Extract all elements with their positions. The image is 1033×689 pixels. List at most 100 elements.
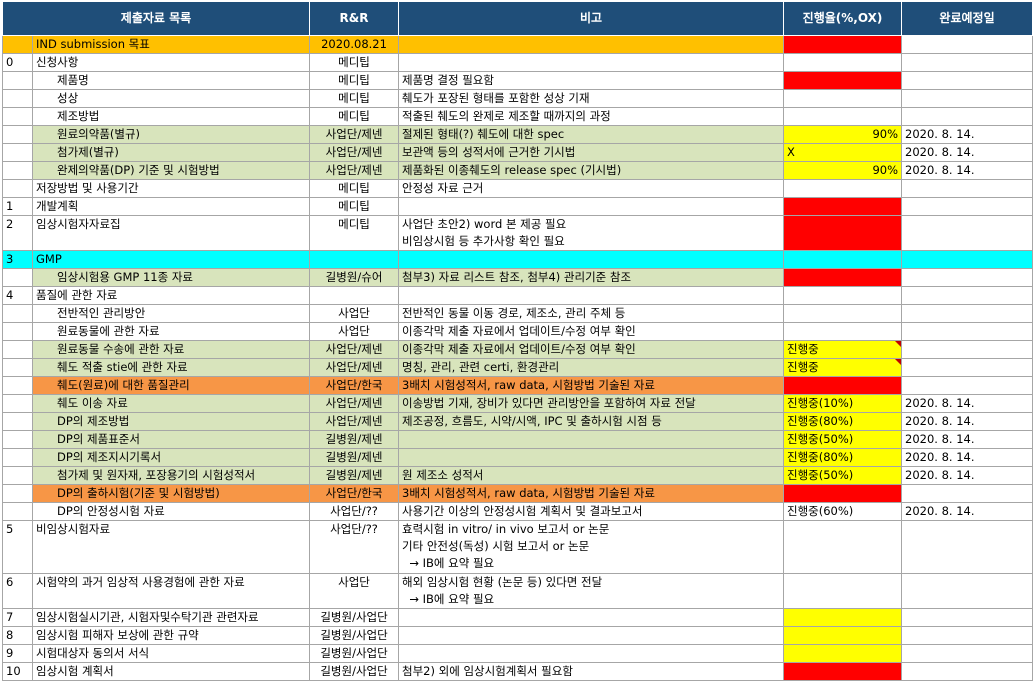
due-date-cell[interactable]: [901, 520, 1033, 574]
item-cell[interactable]: 첨가제 및 원자재, 포장용기의 시험성적서: [31, 466, 311, 485]
rr-cell[interactable]: [309, 286, 400, 305]
header-cell-list[interactable]: 제출자료 목록: [1, 1, 311, 36]
rr-cell[interactable]: 메디팁: [309, 107, 400, 126]
header-cell-note[interactable]: 비고: [398, 1, 785, 36]
rr-cell[interactable]: 2020.08.21: [309, 35, 400, 54]
rr-cell[interactable]: 사업단/??: [309, 502, 400, 521]
row-number-cell[interactable]: [2, 35, 33, 54]
row-number-cell[interactable]: [2, 394, 33, 413]
row-number-cell[interactable]: 2: [2, 215, 33, 251]
note-cell[interactable]: [398, 608, 785, 627]
item-cell[interactable]: 췌도(원료)에 대한 품질관리: [31, 376, 311, 395]
row-number-cell[interactable]: [2, 89, 33, 108]
progress-cell[interactable]: [783, 644, 903, 663]
item-cell[interactable]: 제조방법: [31, 107, 311, 126]
rr-cell[interactable]: 사업단/제넨: [309, 394, 400, 413]
rr-cell[interactable]: 사업단/제넨: [309, 161, 400, 180]
progress-cell[interactable]: [783, 179, 903, 198]
rr-cell[interactable]: 사업단: [309, 322, 400, 341]
progress-cell[interactable]: 진행중(50%): [783, 430, 903, 449]
header-cell-due[interactable]: 완료예정일: [901, 1, 1033, 36]
row-number-cell[interactable]: 1: [2, 197, 33, 216]
rr-cell[interactable]: 메디팁: [309, 179, 400, 198]
due-date-cell[interactable]: [901, 89, 1033, 108]
due-date-cell[interactable]: 2020. 8. 14.: [901, 430, 1033, 449]
item-cell[interactable]: 개발계획: [31, 197, 311, 216]
due-date-cell[interactable]: [901, 250, 1033, 269]
progress-cell[interactable]: 진행중(50%): [783, 466, 903, 485]
progress-cell[interactable]: 90%: [783, 125, 903, 144]
progress-cell[interactable]: X: [783, 143, 903, 162]
rr-cell[interactable]: 메디팁: [309, 215, 400, 251]
due-date-cell[interactable]: [901, 644, 1033, 663]
progress-cell[interactable]: 진행중(60%): [783, 502, 903, 521]
due-date-cell[interactable]: [901, 626, 1033, 645]
item-cell[interactable]: DP의 제품표준서: [31, 430, 311, 449]
due-date-cell[interactable]: [901, 304, 1033, 323]
item-cell[interactable]: DP의 제조지시기록서: [31, 448, 311, 467]
due-date-cell[interactable]: 2020. 8. 14.: [901, 466, 1033, 485]
note-cell[interactable]: [398, 644, 785, 663]
progress-cell[interactable]: [783, 662, 903, 681]
note-cell[interactable]: 명칭, 관리, 관련 certi, 환경관리: [398, 358, 785, 377]
note-cell[interactable]: 절제된 형태(?) 췌도에 대한 spec: [398, 125, 785, 144]
progress-cell[interactable]: [783, 53, 903, 72]
note-cell[interactable]: 적출된 췌도의 완제로 제조할 때까지의 과정: [398, 107, 785, 126]
item-cell[interactable]: 성상: [31, 89, 311, 108]
item-cell[interactable]: GMP: [31, 250, 311, 269]
progress-cell[interactable]: [783, 89, 903, 108]
header-cell-progress[interactable]: 진행율(%,OX): [783, 1, 903, 36]
rr-cell[interactable]: 메디팁: [309, 197, 400, 216]
due-date-cell[interactable]: [901, 197, 1033, 216]
note-cell[interactable]: [398, 53, 785, 72]
due-date-cell[interactable]: [901, 268, 1033, 287]
progress-cell[interactable]: [783, 484, 903, 503]
note-cell[interactable]: 3배치 시험성적서, raw data, 시험방법 기술된 자료: [398, 376, 785, 395]
due-date-cell[interactable]: [901, 179, 1033, 198]
rr-cell[interactable]: 길병원/사업단: [309, 626, 400, 645]
rr-cell[interactable]: 사업단: [309, 304, 400, 323]
progress-cell[interactable]: [783, 520, 903, 574]
rr-cell[interactable]: 메디팁: [309, 53, 400, 72]
due-date-cell[interactable]: [901, 608, 1033, 627]
progress-cell[interactable]: [783, 35, 903, 54]
item-cell[interactable]: DP의 출하시험(기준 및 시험방법): [31, 484, 311, 503]
note-cell[interactable]: 효력시험 in vitro/ in vivo 보고서 or 논문 기타 안전성(독…: [398, 520, 785, 574]
note-cell[interactable]: 이종각막 제출 자료에서 업데이트/수정 여부 확인: [398, 322, 785, 341]
progress-cell[interactable]: [783, 304, 903, 323]
note-cell[interactable]: 원 제조소 성적서: [398, 466, 785, 485]
rr-cell[interactable]: 메디팁: [309, 71, 400, 90]
progress-cell[interactable]: 진행중(80%): [783, 412, 903, 431]
progress-cell[interactable]: [783, 626, 903, 645]
item-cell[interactable]: IND submission 목표: [31, 35, 311, 54]
note-cell[interactable]: 보관액 등의 성적서에 근거한 기시법: [398, 143, 785, 162]
item-cell[interactable]: 첨가제(별규): [31, 143, 311, 162]
row-number-cell[interactable]: [2, 340, 33, 359]
due-date-cell[interactable]: [901, 358, 1033, 377]
row-number-cell[interactable]: [2, 322, 33, 341]
rr-cell[interactable]: 사업단/제넨: [309, 358, 400, 377]
note-cell[interactable]: 안정성 자료 근거: [398, 179, 785, 198]
rr-cell[interactable]: 사업단/제넨: [309, 143, 400, 162]
rr-cell[interactable]: 메디팁: [309, 89, 400, 108]
progress-cell[interactable]: [783, 573, 903, 609]
rr-cell[interactable]: 사업단/제넨: [309, 412, 400, 431]
item-cell[interactable]: 췌도 이송 자료: [31, 394, 311, 413]
item-cell[interactable]: 비임상시험자료: [31, 520, 311, 574]
item-cell[interactable]: 원료의약품(별규): [31, 125, 311, 144]
row-number-cell[interactable]: [2, 466, 33, 485]
note-cell[interactable]: 첨부2) 외에 임상시험계획서 필요함: [398, 662, 785, 681]
row-number-cell[interactable]: 6: [2, 573, 33, 609]
progress-cell[interactable]: 진행중(80%): [783, 448, 903, 467]
rr-cell[interactable]: 길병원/제넨: [309, 430, 400, 449]
note-cell[interactable]: 제조공정, 흐름도, 시약/시액, IPC 및 출하시험 시점 등: [398, 412, 785, 431]
note-cell[interactable]: 해외 임상시험 현황 (논문 등) 있다면 전달 → IB에 요약 필요: [398, 573, 785, 609]
note-cell[interactable]: [398, 448, 785, 467]
item-cell[interactable]: 시험대상자 동의서 서식: [31, 644, 311, 663]
header-cell-rr[interactable]: R&R: [309, 1, 400, 36]
progress-cell[interactable]: [783, 107, 903, 126]
note-cell[interactable]: [398, 430, 785, 449]
progress-cell[interactable]: 진행중(10%): [783, 394, 903, 413]
progress-cell[interactable]: [783, 376, 903, 395]
rr-cell[interactable]: 길병원/제넨: [309, 448, 400, 467]
